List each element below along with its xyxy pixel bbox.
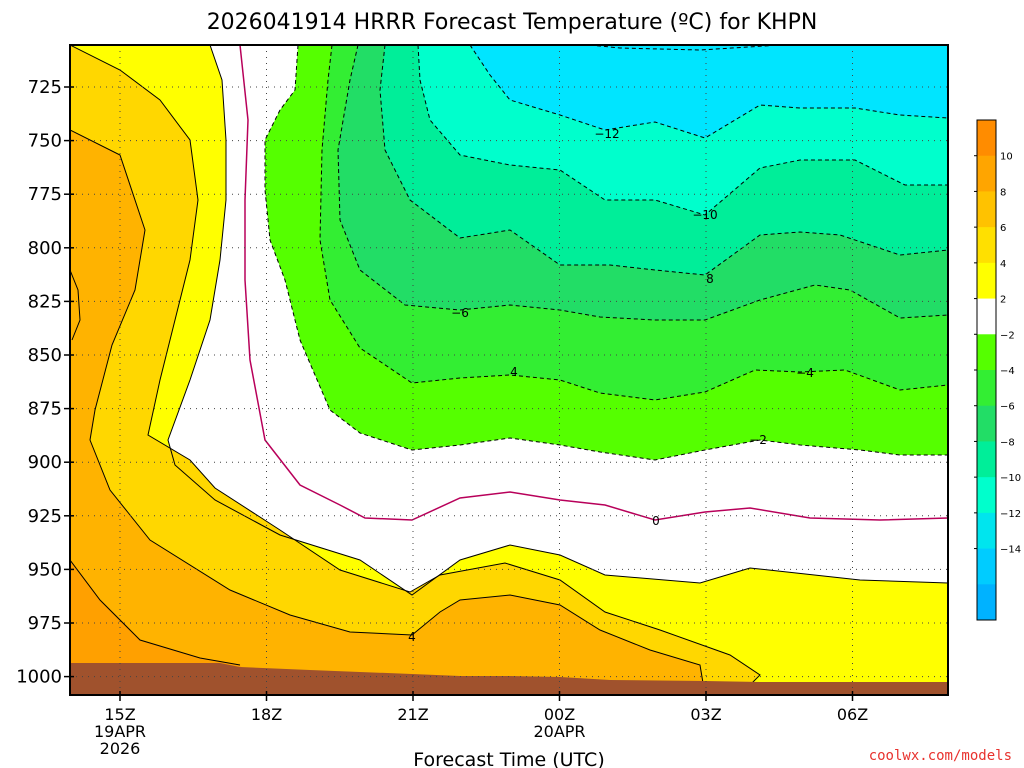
colorbar-label: −10	[1000, 473, 1021, 484]
contour-line-4c	[167, 45, 948, 596]
y-tick-label: 875	[28, 399, 62, 420]
x-tick-label: 21Z	[397, 705, 428, 724]
y-tick-label: 800	[28, 238, 62, 259]
colorbar-label: 10	[1000, 152, 1013, 163]
fill-warm-4-6	[70, 45, 760, 695]
colorbar-segment	[977, 334, 996, 371]
colorbar-segment	[977, 298, 996, 335]
contour-label: −4	[796, 366, 814, 380]
colorbar-label: −2	[1000, 330, 1015, 341]
colorbar-label: 4	[1000, 259, 1006, 270]
contour-label: −6	[451, 306, 469, 320]
colorbar-segment	[977, 120, 996, 157]
colorbar-label: −12	[1000, 509, 1021, 520]
colorbar: 10 8 6 4 2 −2 −4 −6 −8 −10 −12 −14	[974, 119, 1021, 621]
colorbar-label: −14	[1000, 545, 1021, 556]
contour-label: 4	[408, 630, 416, 644]
colorbar-label: −6	[1000, 402, 1015, 413]
colorbar-segment	[977, 262, 996, 299]
y-tick-label: 975	[28, 613, 62, 634]
colorbar-label: −8	[1000, 437, 1015, 448]
x-tick-label: 15Z	[104, 705, 135, 724]
contour-line-m4c	[319, 45, 948, 401]
x-tick-label: 00Z	[544, 705, 575, 724]
contour-label: 4	[510, 365, 518, 379]
terrain	[70, 663, 948, 695]
contour-label: −10	[692, 208, 717, 222]
contour-label: −12	[594, 127, 619, 141]
x-tick-sublabel: 2026	[100, 739, 141, 758]
colorbar-segment	[977, 155, 996, 192]
x-tick-label: 06Z	[837, 705, 868, 724]
contour-line-m12c	[469, 45, 948, 139]
credit-text: coolwx.com/models	[869, 748, 1012, 764]
x-axis-label: Forecast Time (UTC)	[413, 749, 604, 768]
cold-contours	[264, 45, 948, 461]
contour-line-m2c	[264, 45, 948, 461]
y-tick-label: 775	[28, 184, 62, 205]
contour-label: −2	[749, 433, 767, 447]
y-tick-label: 1000	[16, 667, 62, 688]
y-tick-label: 750	[28, 131, 62, 152]
contour-label: 8	[706, 272, 714, 286]
plot-frame	[69, 44, 949, 696]
colorbar-segment	[977, 512, 996, 549]
colorbar-label: 6	[1000, 223, 1006, 234]
x-tick-label: 03Z	[690, 705, 721, 724]
colorbar-segment	[977, 441, 996, 478]
y-tick-label: 825	[28, 291, 62, 312]
x-tick-label: 18Z	[251, 705, 282, 724]
x-tick-sublabel: 20APR	[533, 722, 585, 741]
plot-area	[70, 45, 948, 695]
contour-line-m14c	[589, 45, 781, 51]
chart-title: 2026041914 HRRR Forecast Temperature (ºC…	[207, 10, 818, 35]
fill-cold-12-14	[470, 45, 948, 138]
colorbar-segment	[977, 584, 996, 621]
y-tick-label: 725	[28, 77, 62, 98]
contour-line-0c	[239, 45, 948, 521]
contour-line-m8c	[379, 45, 948, 276]
grid-lines	[70, 45, 948, 695]
contour-label: 0	[652, 514, 660, 528]
y-tick-label: 925	[28, 506, 62, 527]
colorbar-segment	[977, 477, 996, 514]
contour-line-6c	[70, 45, 761, 695]
colorbar-segment	[977, 405, 996, 442]
contour-line-m10c	[417, 45, 948, 216]
colorbar-label: 8	[1000, 187, 1006, 198]
colorbar-label: 2	[1000, 295, 1006, 306]
contour-line-warm-left	[70, 269, 81, 341]
colorbar-segment	[977, 370, 996, 407]
colorbar-segment	[977, 548, 996, 585]
y-tick-label: 850	[28, 345, 62, 366]
contour-line-8c	[70, 129, 706, 695]
y-axis: 725 750 775 800 825 850 875 900 925 950 975 1000	[16, 77, 74, 688]
y-tick-label: 950	[28, 559, 62, 580]
y-tick-label: 900	[28, 452, 62, 473]
colorbar-segment	[977, 227, 996, 264]
contour-labels: −12 −10 8 −6 4 −4 −2 0 4	[408, 127, 814, 644]
colorbar-segment	[977, 191, 996, 228]
colorbar-label: −4	[1000, 366, 1015, 377]
fill-warm-8-10	[70, 560, 260, 695]
contour-line-10c	[70, 559, 241, 666]
x-tick-sublabel: 19APR	[94, 722, 146, 741]
